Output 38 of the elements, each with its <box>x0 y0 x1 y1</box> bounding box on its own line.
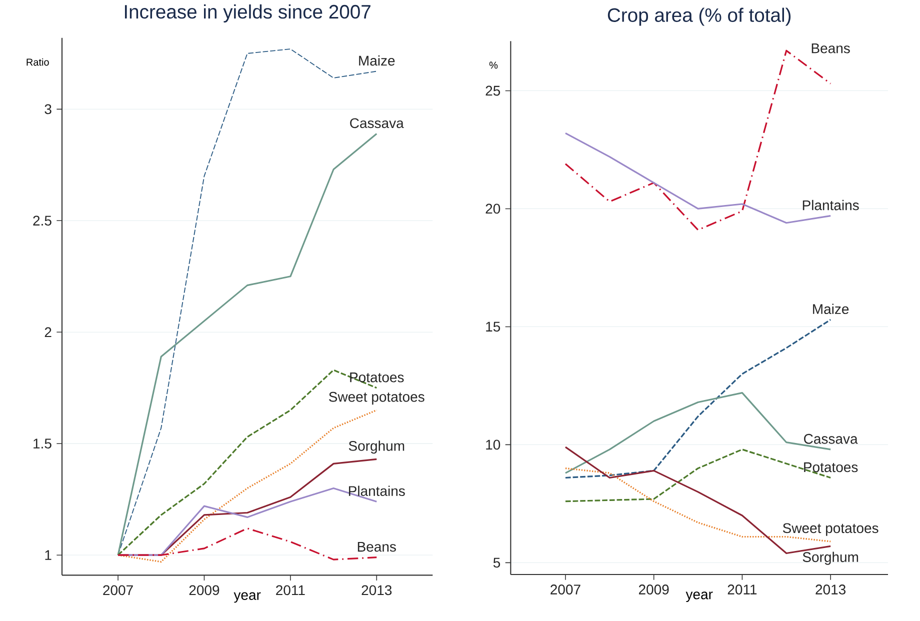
y-tick-label: 3 <box>44 104 52 114</box>
chart-title: Increase in yields since 2007 <box>124 4 370 22</box>
x-tick-label: 2007 <box>550 584 580 594</box>
y-axis-title: Ratio <box>26 58 49 66</box>
x-axis-title: year <box>234 592 261 603</box>
x-tick-label: 2013 <box>362 585 392 596</box>
series-label: Sorghum <box>802 552 858 565</box>
x-tick-label: 2009 <box>189 585 220 596</box>
series-label: Plantains <box>348 486 405 496</box>
series-label: Beans <box>358 542 396 552</box>
series-label: Sorghum <box>348 440 404 454</box>
series-label: Potatoes <box>804 462 858 472</box>
series-label: Cassava <box>350 118 404 128</box>
series-label: Beans <box>812 43 850 54</box>
x-tick-label: 2011 <box>728 584 757 594</box>
series-label: Maize <box>359 55 395 66</box>
series-label: Cassava <box>804 434 858 444</box>
series-label: Sweet potatoes <box>782 523 878 536</box>
y-tick-label: 20 <box>486 204 500 214</box>
y-tick-label: 1.5 <box>34 438 52 448</box>
x-tick-label: 2007 <box>103 585 133 596</box>
y-tick-label: 2.5 <box>33 216 52 226</box>
y-axis-title: % <box>489 62 498 69</box>
x-tick-label: 2011 <box>276 585 305 596</box>
series-label: Potatoes <box>350 372 404 382</box>
x-tick-label: 2009 <box>638 584 669 594</box>
y-tick-label: 1 <box>45 550 52 560</box>
y-tick-label: 25 <box>486 86 500 96</box>
series-label: Sweet potatoes <box>328 392 424 405</box>
y-tick-label: 5 <box>493 558 500 568</box>
y-tick-label: 2 <box>44 327 52 337</box>
x-tick-label: 2013 <box>816 584 846 594</box>
x-axis-title: year <box>686 592 713 602</box>
y-tick-label: 15 <box>486 322 500 332</box>
y-tick-label: 10 <box>486 440 500 450</box>
series-label: Maize <box>813 304 849 314</box>
series-label: Plantains <box>802 200 859 210</box>
chart-title: Crop area (% of total) <box>608 8 791 26</box>
